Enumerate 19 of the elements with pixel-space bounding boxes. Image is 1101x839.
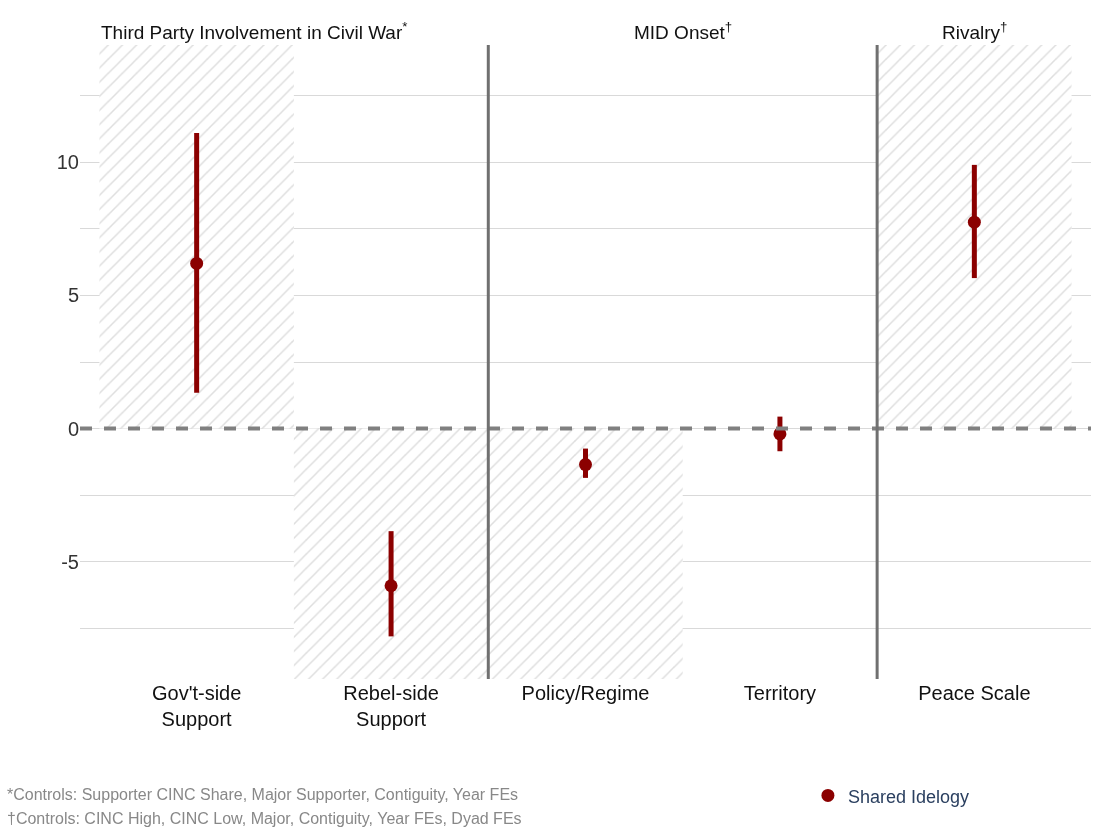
y-tick-label: 5 [67, 284, 79, 307]
x-tick-label: Peace Scale [918, 682, 1031, 704]
x-tick-label: Gov't-side Support [151, 682, 242, 730]
y-tick-label: 10 [56, 151, 79, 174]
text: *Controls: Supporter CINC Share, Major Supporter, Contiguity, Year FEs [7, 786, 519, 803]
text: Rivalry$^{†}$ [942, 19, 1008, 43]
text: †Controls: CINC High, CINC Low, Major, Contiguity, Year FEs, Dyad FEs [7, 810, 522, 827]
x-tick-label: Rebel-side Support [343, 682, 439, 730]
point [967, 215, 981, 229]
point [190, 256, 204, 270]
point [384, 579, 398, 593]
x-tick-label: Territory [743, 682, 817, 704]
point [579, 458, 592, 472]
legend-label: Shared Idelogy [847, 786, 970, 807]
text: MID Onset$^{†}$ [634, 19, 733, 43]
x-tick-label: Policy/Regime [521, 682, 650, 704]
text: Third Party Involvement in Civil War$^{*}$ [101, 19, 408, 43]
y-tick-label: 0 [67, 417, 79, 440]
y-tick-label: -5 [61, 550, 79, 573]
